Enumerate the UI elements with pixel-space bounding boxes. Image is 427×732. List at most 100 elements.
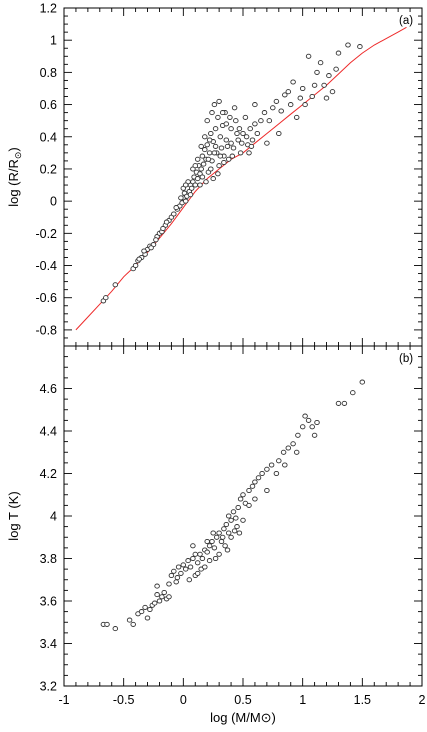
- data-point: [182, 182, 189, 188]
- data-point: [138, 609, 145, 615]
- data-point: [197, 182, 203, 188]
- data-point: [166, 581, 172, 587]
- panel-b-label: (b): [399, 353, 413, 365]
- data-point: [235, 504, 241, 511]
- panel-b-y-tick-labels: 4.6 4.4 4.2 4 3.8 3.6 3.4 3.2: [40, 382, 57, 694]
- data-point: [282, 92, 288, 98]
- data-point: [212, 126, 219, 132]
- panel-a-y-axis-title-end: ): [6, 147, 21, 151]
- data-point: [219, 110, 226, 116]
- data-point: [309, 93, 315, 100]
- data-point: [194, 176, 201, 182]
- data-point: [266, 118, 273, 124]
- data-point: [180, 562, 187, 568]
- data-point: [335, 400, 342, 406]
- data-point: [259, 470, 265, 477]
- panel-a-y-tick-labels: 1.2 1 0.8 0.6 0.4 0.2 0 -0.2 -0.4 -0.6 -0.8: [35, 2, 57, 338]
- data-point: [194, 156, 201, 162]
- data-point: [216, 98, 222, 104]
- data-point: [246, 502, 252, 508]
- data-point: [199, 174, 206, 180]
- y-tick-label: 3.2: [40, 680, 57, 694]
- data-point: [212, 143, 219, 149]
- data-point: [258, 118, 264, 124]
- data-point: [217, 153, 224, 159]
- data-point: [182, 566, 189, 572]
- data-point: [141, 248, 147, 254]
- data-point: [225, 513, 232, 519]
- data-point: [333, 66, 339, 72]
- data-point: [204, 538, 210, 545]
- data-point: [185, 558, 191, 564]
- data-point: [230, 509, 237, 515]
- data-point: [311, 82, 318, 88]
- panel-a-label: (a): [399, 15, 413, 27]
- panel-b: (b) 4.6 4.4 4.2 4 3.8 3.6 3.4 3.2 -1 -0.5 0 0.5 1 1.…: [6, 345, 426, 725]
- data-point: [132, 262, 139, 269]
- data-point: [221, 159, 227, 166]
- data-point: [112, 282, 119, 288]
- data-point: [309, 424, 315, 430]
- data-point: [219, 534, 226, 540]
- data-point: [264, 487, 270, 494]
- y-tick-label: 3.8: [40, 552, 57, 566]
- data-point: [264, 140, 270, 146]
- data-point: [240, 517, 246, 523]
- data-point: [273, 98, 280, 104]
- data-point: [317, 60, 324, 66]
- data-point: [126, 617, 133, 623]
- data-point: [161, 589, 167, 596]
- data-point: [198, 143, 204, 149]
- data-point: [311, 432, 318, 438]
- data-point: [314, 69, 320, 75]
- x-tick-label: -0.5: [113, 693, 135, 707]
- data-point: [209, 538, 215, 545]
- data-point: [153, 237, 159, 243]
- data-point: [202, 564, 208, 570]
- data-point: [171, 568, 177, 574]
- data-point: [246, 487, 252, 494]
- data-point: [252, 479, 258, 485]
- data-point: [234, 130, 240, 137]
- data-point: [206, 137, 213, 143]
- data-point: [293, 114, 300, 120]
- data-point: [246, 150, 252, 156]
- data-point: [199, 555, 206, 562]
- data-point: [186, 577, 193, 583]
- data-point: [329, 89, 336, 95]
- data-point: [255, 475, 262, 481]
- data-point: [217, 134, 224, 140]
- data-point: [335, 50, 342, 56]
- panel-b-y-axis-title: log T (K): [6, 491, 21, 540]
- data-point: [227, 114, 233, 120]
- panel-b-ticks: [63, 345, 423, 687]
- y-tick-label: -0.2: [35, 227, 57, 241]
- data-point: [247, 126, 253, 132]
- data-point: [178, 195, 184, 201]
- y-tick-label: -0.4: [35, 259, 57, 273]
- data-point: [151, 600, 158, 606]
- data-point: [199, 153, 206, 159]
- data-point: [236, 126, 243, 132]
- data-point: [321, 82, 327, 88]
- data-point: [305, 417, 312, 423]
- y-tick-label: 4.2: [40, 467, 57, 481]
- data-point: [187, 564, 194, 570]
- data-point: [237, 150, 244, 156]
- data-point: [211, 150, 218, 156]
- data-point: [209, 110, 215, 116]
- data-point: [282, 462, 288, 468]
- data-point: [222, 543, 228, 549]
- panel-a-y-axis-title: log (R/R⊙): [6, 147, 23, 207]
- data-point: [229, 153, 236, 159]
- data-point: [202, 134, 208, 140]
- fit-curve: [75, 26, 407, 331]
- data-point: [187, 192, 194, 198]
- data-point: [230, 145, 237, 151]
- data-point: [225, 156, 232, 162]
- data-point: [215, 171, 221, 177]
- data-point: [228, 140, 234, 146]
- data-point: [112, 626, 119, 632]
- data-point: [104, 621, 110, 627]
